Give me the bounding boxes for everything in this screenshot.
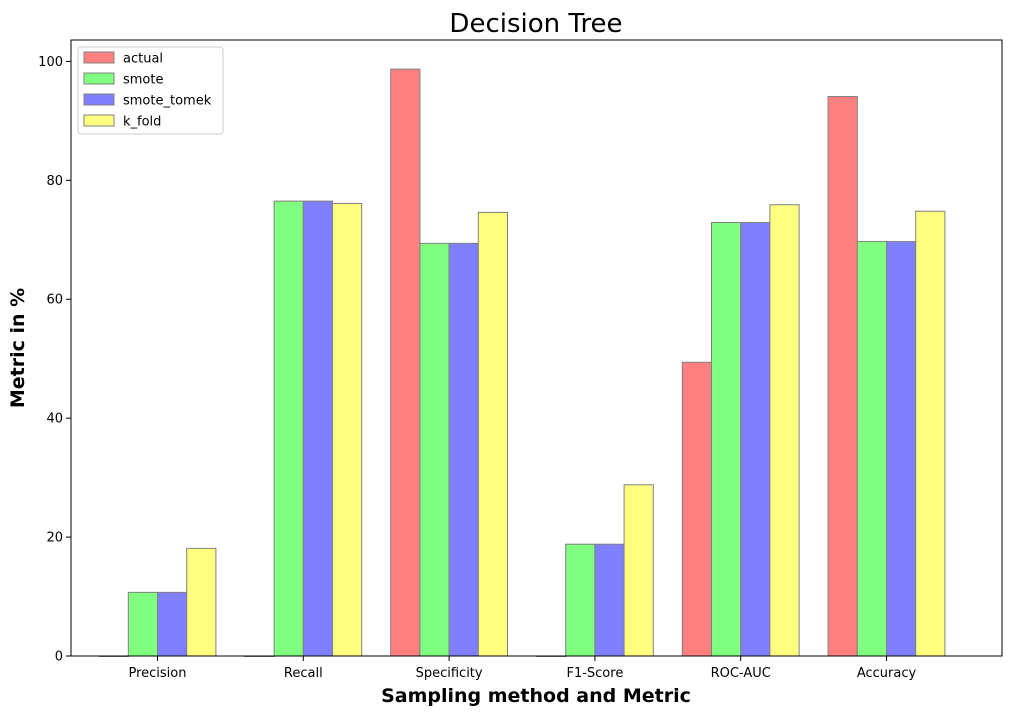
y-tick-label: 40 [46, 412, 63, 427]
y-tick-label: 80 [46, 174, 63, 189]
bar-k_fold-f1-score [623, 484, 654, 657]
bar-smote-precision [127, 591, 159, 657]
bar-smote_tomek-roc-auc [740, 222, 771, 657]
x-axis-label: Sampling method and Metric [381, 685, 691, 707]
y-tick-label: 20 [46, 531, 63, 546]
bar-k_fold-recall [332, 203, 363, 657]
bar-smote_tomek-specificity [448, 242, 479, 657]
x-axis: Precision Recall Specificity F1-Score ROC-AU… [128, 656, 916, 681]
bar-actual-roc-auc [681, 361, 712, 657]
legend-label-k_fold: k_fold [123, 115, 161, 130]
bar-smote_tomek-recall [302, 200, 333, 657]
x-tick-label: F1-Score [566, 666, 623, 681]
bar-actual-specificity [390, 68, 421, 657]
plot-frame [70, 39, 1003, 657]
bar-k_fold-accuracy [915, 210, 946, 657]
bar-smote_tomek-f1-score [594, 543, 625, 657]
legend-label-smote_tomek: smote_tomek [123, 94, 212, 109]
legend-label-actual: actual [123, 52, 163, 67]
x-tick-label: Precision [128, 666, 186, 681]
legend-swatch-actual [83, 51, 115, 64]
legend: actual smote smote_tomek k_fold [77, 46, 224, 135]
x-tick-label: Accuracy [857, 666, 917, 681]
x-tick-label: Specificity [416, 666, 483, 681]
bar-smote-specificity [419, 242, 450, 657]
bar-actual-accuracy [827, 95, 858, 657]
bar-k_fold-specificity [477, 211, 508, 657]
y-tick-label: 60 [46, 293, 63, 308]
bar-smote-f1-score [565, 543, 596, 657]
legend-swatch-smote_tomek [83, 93, 115, 106]
y-axis: 0 20 40 60 80 100 [38, 55, 71, 665]
bar-smote-recall [273, 200, 304, 657]
y-tick-label: 100 [38, 55, 63, 70]
y-tick-label: 0 [55, 650, 63, 665]
x-tick-label: ROC-AUC [711, 666, 771, 681]
bar-k_fold-roc-auc [769, 204, 800, 657]
bar-smote_tomek-precision [157, 591, 188, 657]
bar-smote_tomek-accuracy [886, 241, 917, 657]
legend-swatch-smote [83, 72, 115, 85]
bars-group [98, 68, 946, 657]
y-axis-label: Metric in % [7, 288, 29, 408]
bar-smote-roc-auc [711, 222, 742, 657]
legend-label-smote: smote [123, 73, 164, 88]
bar-smote-accuracy [856, 241, 887, 657]
legend-swatch-k_fold [83, 114, 115, 127]
bar-k_fold-precision [186, 547, 217, 657]
chart-title: Decision Tree [449, 9, 622, 39]
x-tick-label: Recall [284, 666, 323, 681]
legend-frame [77, 46, 224, 135]
